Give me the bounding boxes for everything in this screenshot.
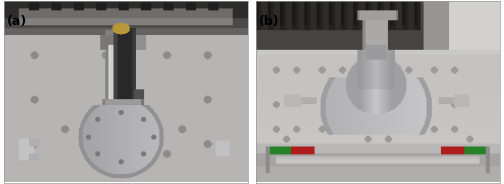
Text: (b): (b) [259, 15, 279, 28]
Text: (a): (a) [7, 15, 27, 28]
